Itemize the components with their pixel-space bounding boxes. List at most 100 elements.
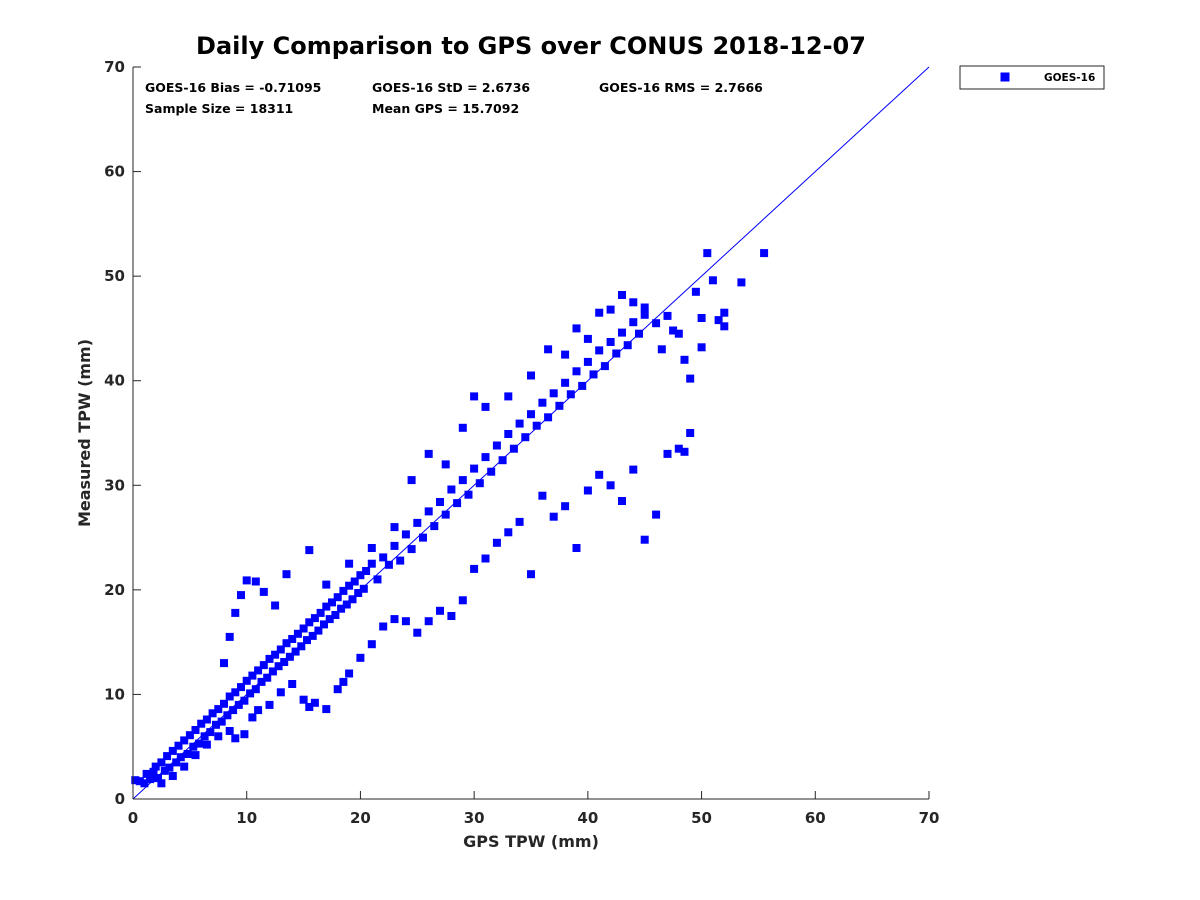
- data-point: [356, 571, 365, 580]
- data-point: [325, 615, 334, 624]
- data-point: [259, 587, 268, 596]
- data-point: [142, 769, 151, 778]
- one-to-one-line: [132, 66, 930, 800]
- data-point: [515, 517, 524, 526]
- data-point: [342, 600, 351, 609]
- data-point: [183, 750, 192, 758]
- data-point: [396, 556, 405, 565]
- data-point: [566, 390, 575, 399]
- data-point: [339, 586, 348, 595]
- data-point: [413, 628, 422, 637]
- data-point: [214, 732, 223, 741]
- data-point: [265, 700, 274, 709]
- data-point: [165, 763, 174, 772]
- data-point: [589, 370, 598, 379]
- data-point: [237, 591, 245, 600]
- data-point: [572, 324, 581, 333]
- data-point: [760, 249, 769, 258]
- data-point: [703, 249, 712, 258]
- data-point: [737, 278, 746, 287]
- data-point: [373, 575, 382, 584]
- y-tick-label: 70: [104, 58, 125, 76]
- legend-marker-goes16: [1000, 72, 1010, 82]
- data-point: [248, 713, 257, 722]
- data-point: [447, 485, 456, 494]
- data-point: [714, 316, 723, 325]
- data-point: [220, 699, 228, 708]
- data-point: [606, 481, 615, 490]
- plot-area: 0 10 20 30 40 50 60 70 0 10 20 30 40 50 60 70: [104, 58, 939, 827]
- data-point: [202, 715, 211, 724]
- stat-mean-gps: Mean GPS = 15.7092: [372, 101, 519, 116]
- data-point: [308, 631, 317, 640]
- x-tick-label: 50: [691, 809, 712, 827]
- data-point: [401, 617, 410, 626]
- data-point: [359, 584, 368, 593]
- data-point: [225, 692, 234, 701]
- data-point: [354, 589, 363, 597]
- data-point: [220, 659, 228, 668]
- data-point: [549, 512, 558, 521]
- data-point: [663, 449, 672, 458]
- data-point: [291, 647, 300, 656]
- data-point: [504, 392, 513, 401]
- data-point: [379, 553, 388, 562]
- data-point: [367, 544, 376, 552]
- data-point: [180, 736, 189, 745]
- data-point: [686, 374, 695, 383]
- data-point: [195, 739, 203, 748]
- data-point: [314, 626, 323, 635]
- data-point: [430, 522, 439, 531]
- data-point: [231, 734, 240, 743]
- data-point: [212, 720, 220, 729]
- stat-sample-size: Sample Size = 18311: [145, 101, 293, 116]
- data-point: [305, 618, 314, 627]
- y-tick-label: 50: [104, 267, 125, 285]
- y-tick-label: 20: [104, 581, 125, 599]
- data-point: [708, 276, 717, 285]
- data-point: [174, 741, 183, 750]
- data-point: [333, 593, 342, 602]
- data-point: [623, 341, 632, 350]
- data-point: [160, 766, 169, 775]
- data-point: [663, 311, 672, 320]
- x-axis-label: GPS TPW (mm): [463, 832, 599, 851]
- data-point: [345, 669, 354, 678]
- data-point: [600, 362, 609, 371]
- stat-std: GOES-16 StD = 2.6736: [372, 80, 530, 95]
- x-tick-label: 20: [350, 809, 371, 827]
- data-point: [271, 601, 280, 610]
- data-point: [487, 467, 496, 476]
- data-point: [299, 695, 308, 704]
- data-point: [280, 658, 289, 666]
- data-point: [271, 650, 280, 659]
- data-point: [424, 617, 433, 626]
- data-point: [436, 498, 444, 506]
- data-point: [595, 308, 604, 317]
- data-point: [229, 706, 238, 715]
- legend-box: [959, 65, 1105, 90]
- data-point: [492, 441, 501, 450]
- data-point: [246, 689, 255, 698]
- series-goes16: [131, 249, 769, 788]
- data-point: [231, 608, 240, 617]
- data-point: [686, 429, 695, 437]
- data-point: [561, 502, 570, 511]
- data-point: [527, 410, 535, 419]
- data-point: [310, 698, 319, 707]
- data-point: [549, 389, 558, 398]
- data-point: [532, 421, 541, 430]
- data-point: [251, 685, 260, 694]
- data-point: [276, 688, 285, 697]
- data-point: [225, 727, 234, 735]
- y-tick-label: 10: [104, 685, 125, 703]
- data-point: [248, 671, 257, 680]
- data-point: [618, 291, 626, 299]
- data-point: [276, 645, 285, 654]
- data-point: [367, 559, 376, 568]
- data-point: [223, 711, 232, 720]
- data-point: [217, 717, 226, 726]
- data-point: [191, 751, 200, 760]
- data-point: [595, 470, 604, 479]
